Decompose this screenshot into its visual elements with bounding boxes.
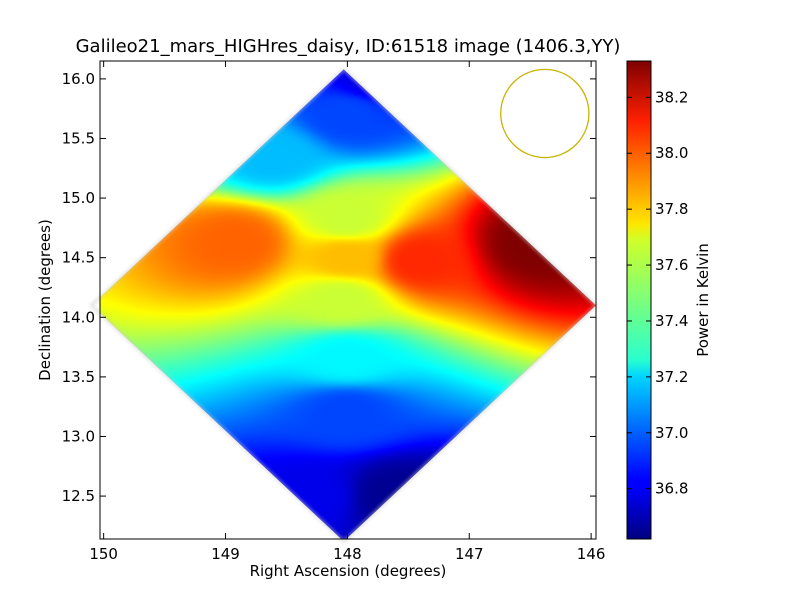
x-axis-ticks: 150 149 148 147 146 bbox=[89, 61, 605, 563]
y-tick-label: 16.0 bbox=[62, 70, 95, 88]
colorbar-tick-label: 36.8 bbox=[655, 480, 688, 498]
colorbar-tick-label: 37.6 bbox=[655, 256, 688, 274]
heatmap-image bbox=[100, 69, 596, 539]
colorbar-tick-label: 37.4 bbox=[655, 312, 688, 330]
x-tick-label: 147 bbox=[455, 545, 484, 563]
y-tick-label: 13.0 bbox=[62, 427, 95, 445]
beam-circle bbox=[500, 68, 590, 159]
x-tick-label: 149 bbox=[211, 545, 240, 563]
chart-title: Galileo21_mars_HIGHres_daisy, ID:61518 i… bbox=[76, 36, 621, 57]
y-axis-ticks: 12.5 13.0 13.5 14.0 14.5 15.0 15.5 16.0 bbox=[62, 70, 596, 505]
colorbar-label: Power in Kelvin bbox=[694, 243, 712, 357]
x-tick-label: 146 bbox=[577, 545, 606, 563]
colorbar-tick-label: 37.8 bbox=[655, 200, 688, 218]
x-tick-label: 150 bbox=[89, 545, 118, 563]
y-tick-label: 14.5 bbox=[62, 249, 95, 267]
y-tick-label: 14.0 bbox=[62, 308, 95, 326]
plot-frame bbox=[99, 60, 597, 540]
colorbar-ticks: 36.8 37.0 37.2 37.4 37.6 37.8 38.0 38.2 bbox=[627, 88, 688, 498]
y-axis-label: Declination (degrees) bbox=[36, 219, 54, 381]
x-axis-label: Right Ascension (degrees) bbox=[250, 562, 447, 580]
colorbar-gradient bbox=[626, 60, 652, 540]
y-tick-label: 15.0 bbox=[62, 189, 95, 207]
colorbar-tick-label: 37.0 bbox=[655, 424, 688, 442]
colorbar-tick-label: 38.2 bbox=[655, 88, 688, 106]
plot-area: 150 149 148 147 146 12.5 13.0 13.5 14.0 14.5 15.0… bbox=[62, 60, 605, 563]
colorbar-tick-label: 38.0 bbox=[655, 144, 688, 162]
footprint-edge bbox=[89, 67, 599, 544]
colorbar: 36.8 37.0 37.2 37.4 37.6 37.8 38.0 38.2 Power i… bbox=[626, 60, 712, 540]
x-tick-label: 148 bbox=[333, 545, 362, 563]
colorbar-tick-label: 37.2 bbox=[655, 368, 688, 386]
y-tick-label: 13.5 bbox=[62, 368, 95, 386]
y-tick-label: 15.5 bbox=[62, 129, 95, 147]
y-tick-label: 12.5 bbox=[62, 487, 95, 505]
